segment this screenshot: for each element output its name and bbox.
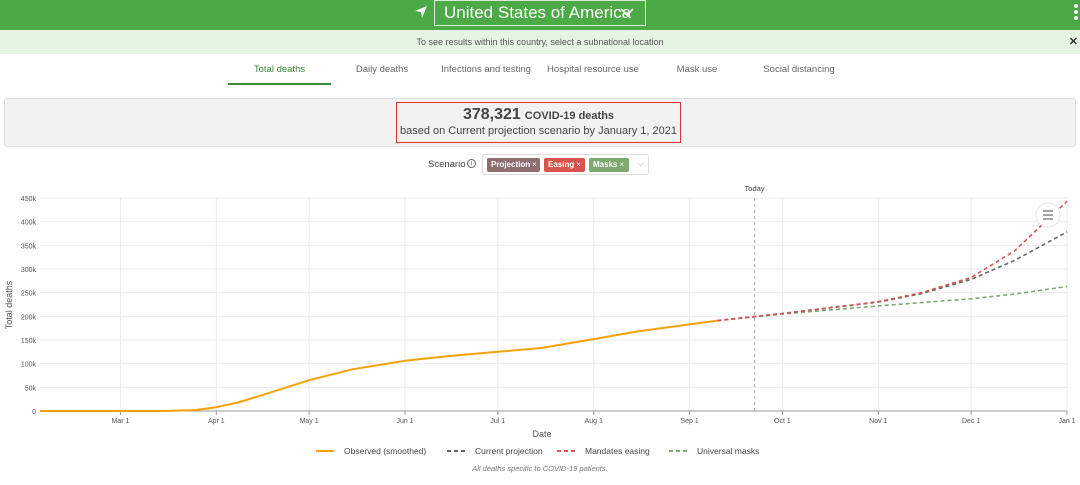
tab-hospital-resource-use[interactable]: Hospital resource use bbox=[547, 64, 639, 75]
tab-mask-use[interactable]: Mask use bbox=[676, 64, 718, 75]
subnational-hint-bar: To see results within this country, sele… bbox=[0, 30, 1080, 54]
scenario-tag-label: Easing bbox=[548, 160, 575, 169]
subnational-hint: To see results within this country, sele… bbox=[416, 37, 664, 47]
x-tick-label: Jun 1 bbox=[396, 418, 413, 425]
scenario-select[interactable]: Projection × Easing × Masks × ⌵ bbox=[482, 154, 649, 175]
series-line-observed-smoothed[interactable] bbox=[40, 319, 718, 412]
scenario-tag-label: Masks bbox=[593, 160, 618, 169]
legend-item[interactable]: Current projection bbox=[447, 446, 543, 456]
close-icon[interactable]: ✕ bbox=[1068, 36, 1078, 48]
scenario-tag-easing[interactable]: Easing × bbox=[544, 158, 585, 172]
metric-tabs: Total deaths Daily deaths Infections and… bbox=[0, 56, 1080, 86]
summary-headline: 378,321 COVID-19 deaths bbox=[397, 106, 680, 124]
y-tick-label: 0 bbox=[32, 409, 36, 416]
top-bar: United States of America bbox=[0, 0, 1080, 30]
remove-icon[interactable]: × bbox=[619, 160, 625, 169]
y-tick-label: 450k bbox=[21, 196, 37, 203]
scenario-tag-projection[interactable]: Projection × bbox=[487, 158, 540, 172]
x-tick-label: Jul 1 bbox=[490, 418, 505, 425]
remove-icon[interactable]: × bbox=[532, 160, 537, 169]
y-axis-label: Total deaths bbox=[4, 280, 14, 329]
x-tick-label: Dec 1 bbox=[962, 418, 980, 425]
x-tick-label: May 1 bbox=[300, 418, 319, 425]
y-tick-label: 250k bbox=[21, 291, 37, 298]
legend-label: Mandates easing bbox=[585, 446, 650, 456]
tab-social-distancing[interactable]: Social distancing bbox=[763, 64, 835, 75]
country-selector[interactable]: United States of America bbox=[434, 0, 646, 26]
x-tick-label: Sep 1 bbox=[680, 418, 698, 425]
x-axis-label: Date bbox=[532, 429, 551, 439]
tab-infections-testing[interactable]: Infections and testing bbox=[441, 64, 531, 75]
scenario-tag-masks[interactable]: Masks × bbox=[589, 158, 629, 172]
y-tick-label: 400k bbox=[21, 220, 37, 227]
x-tick-label: Apr 1 bbox=[208, 418, 225, 425]
chevron-down-icon[interactable]: ⌵ bbox=[637, 158, 644, 168]
legend-label: Universal masks bbox=[697, 446, 759, 456]
y-tick-label: 100k bbox=[21, 362, 37, 369]
summary-panel: 378,321 COVID-19 deaths based on Current … bbox=[4, 98, 1076, 147]
legend-label: Observed (smoothed) bbox=[344, 446, 426, 456]
tab-daily-deaths[interactable]: Daily deaths bbox=[355, 64, 409, 75]
legend-label: Current projection bbox=[475, 446, 543, 456]
y-tick-label: 350k bbox=[21, 243, 37, 250]
x-tick-label: Nov 1 bbox=[869, 418, 887, 425]
summary-highlight: 378,321 COVID-19 deaths based on Current … bbox=[396, 102, 681, 143]
chart-menu-button[interactable] bbox=[1035, 202, 1061, 228]
scenario-label: Scenario bbox=[428, 159, 466, 170]
y-tick-label: 150k bbox=[21, 338, 37, 345]
menu-icon bbox=[1043, 210, 1053, 220]
legend-item[interactable]: Mandates easing bbox=[557, 446, 650, 456]
today-label: Today bbox=[745, 184, 765, 193]
y-tick-label: 300k bbox=[21, 267, 37, 274]
country-name: United States of America bbox=[444, 3, 632, 22]
scenario-tag-label: Projection bbox=[491, 160, 531, 169]
info-icon[interactable]: i bbox=[467, 159, 476, 168]
tab-total-deaths[interactable]: Total deaths bbox=[228, 56, 331, 85]
legend-item[interactable]: Universal masks bbox=[669, 446, 759, 456]
total-deaths-chart: 0 50k 100k 150k 200k 250k 300k 350k 400k 450k Mar… bbox=[4, 184, 1076, 473]
x-tick-label: Aug 1 bbox=[585, 418, 603, 425]
chart-footnote: All deaths specific to COVID-19 patients… bbox=[471, 464, 607, 473]
x-tick-label: Oct 1 bbox=[774, 418, 791, 425]
chart-area: 0 50k 100k 150k 200k 250k 300k 350k 400k 450k Mar… bbox=[0, 180, 1080, 480]
summary-unit: COVID-19 deaths bbox=[524, 110, 615, 122]
x-tick-label: Mar 1 bbox=[111, 418, 129, 425]
y-tick-label: 50k bbox=[25, 385, 37, 392]
x-tick-label: Jan 1 bbox=[1058, 418, 1075, 425]
location-arrow-icon bbox=[415, 6, 427, 18]
summary-subtitle: based on Current projection scenario by … bbox=[399, 125, 677, 137]
summary-value: 378,321 bbox=[462, 106, 521, 123]
more-menu-icon[interactable] bbox=[1074, 2, 1080, 22]
y-tick-label: 200k bbox=[21, 314, 37, 321]
series-line-mandates-easing[interactable] bbox=[717, 200, 1068, 322]
legend-item[interactable]: Observed (smoothed) bbox=[316, 446, 426, 456]
chevron-down-icon bbox=[620, 8, 634, 17]
scenario-row: Scenario i Projection × Easing × Masks × ⌵ bbox=[0, 153, 1080, 177]
remove-icon[interactable]: × bbox=[576, 160, 581, 169]
